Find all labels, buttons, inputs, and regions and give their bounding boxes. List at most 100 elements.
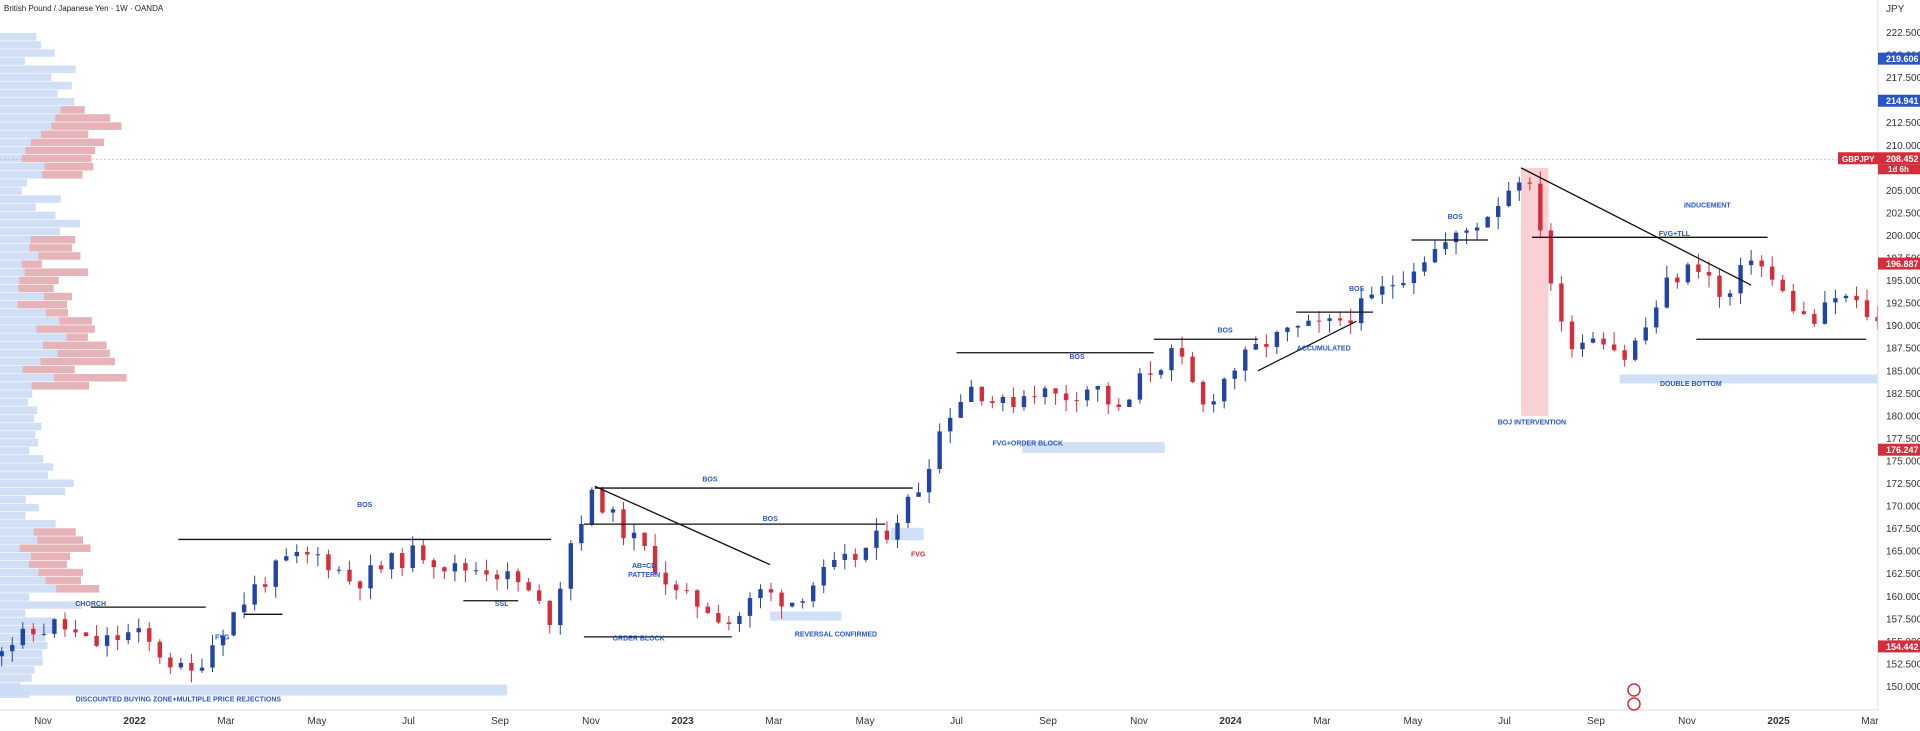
volume-profile-bar-up xyxy=(0,601,82,609)
level-price-badge xyxy=(1878,94,1920,107)
structure-line xyxy=(1257,320,1357,372)
x-tick-label: Mar xyxy=(1861,716,1879,727)
volume-profile-bar-up xyxy=(0,495,26,504)
candle-bullish xyxy=(1285,327,1290,332)
y-tick-label: 185.000 xyxy=(1886,366,1920,377)
volume-profile-bar-down xyxy=(57,349,110,358)
candle-bearish xyxy=(726,622,732,625)
candle-bullish xyxy=(1295,325,1301,328)
volume-profile-bar-up xyxy=(0,252,39,260)
volume-profile-bar-up xyxy=(0,162,45,171)
fvg-order-block-zone xyxy=(1022,442,1165,453)
candle-bullish xyxy=(631,532,637,539)
annotation-label: CHORCH xyxy=(75,601,106,608)
candle-bearish xyxy=(1148,373,1153,375)
candle-bullish xyxy=(1158,370,1164,375)
level-price-label: 214.941 xyxy=(1886,96,1919,106)
candle-bullish xyxy=(579,523,584,544)
y-tick-label: 175.000 xyxy=(1886,456,1920,467)
reversal-zone xyxy=(770,611,842,621)
candle-bearish xyxy=(1769,266,1775,280)
x-tick-label: Nov xyxy=(582,716,600,727)
candle-bullish xyxy=(937,431,942,469)
candle-bearish xyxy=(642,532,647,547)
current-price-badge xyxy=(1838,152,1920,165)
volume-profile-bar-up xyxy=(0,512,26,520)
candle-bullish xyxy=(1485,216,1490,228)
candle-bullish xyxy=(969,386,974,402)
volume-profile-bar-down xyxy=(54,374,127,382)
structure-line xyxy=(1520,167,1752,286)
volume-profile-bar-up xyxy=(0,447,30,455)
volume-profile-bar-up xyxy=(0,227,61,236)
candle-bearish xyxy=(1538,183,1543,231)
volume-profile-bar-down xyxy=(38,252,81,260)
candle-bearish xyxy=(695,590,700,607)
candle-bullish xyxy=(1306,320,1311,326)
volume-profile-bar-up xyxy=(0,544,20,552)
volume-profile-bar-up xyxy=(0,187,22,195)
volume-profile-bar-up xyxy=(0,122,52,130)
candle-bearish xyxy=(399,553,405,568)
candle-bearish xyxy=(62,619,68,630)
volume-profile-bar-up xyxy=(0,560,29,569)
y-tick-label: 200.000 xyxy=(1886,231,1920,242)
y-tick-label: 165.000 xyxy=(1886,547,1920,558)
candle-bearish xyxy=(1812,313,1817,324)
candle-bullish xyxy=(1495,206,1501,217)
volume-profile-bar-down xyxy=(56,585,100,593)
volume-profile-bar-up xyxy=(0,219,81,228)
volume-profile-bar-down xyxy=(21,154,92,163)
candle-bearish xyxy=(1780,279,1785,291)
candle-bullish xyxy=(863,547,869,560)
volume-profile-bar-down xyxy=(29,244,72,252)
candle-bearish xyxy=(1348,320,1353,324)
volume-profile-bar-up xyxy=(0,292,44,301)
y-tick-label: 192.500 xyxy=(1886,299,1920,310)
x-tick-label: Nov xyxy=(1678,716,1696,727)
volume-profile-bar-up xyxy=(0,390,33,398)
candle-bullish xyxy=(916,492,921,497)
volume-profile-bar-down xyxy=(37,536,84,544)
candle-bearish xyxy=(600,489,605,513)
volume-profile-bar-down xyxy=(42,341,107,350)
y-tick-label: 157.500 xyxy=(1886,614,1920,625)
chart-title: British Pound / Japanese Yen · 1W · OAND… xyxy=(4,4,164,13)
candle-bearish xyxy=(189,662,194,671)
candle-bullish xyxy=(284,556,289,561)
candle-bullish xyxy=(210,645,215,668)
volume-profile-bar-up xyxy=(0,309,46,317)
volume-profile-bar-up xyxy=(0,487,66,496)
annotation-label: FVG xyxy=(911,551,926,558)
candle-bullish xyxy=(231,612,236,636)
candle-bullish xyxy=(895,522,900,540)
x-tick-label: 2025 xyxy=(1767,716,1790,727)
candle-bearish xyxy=(1316,320,1322,322)
candle-bearish xyxy=(1675,277,1680,283)
volume-profile-bar-down xyxy=(19,276,59,285)
candle-bearish xyxy=(1053,388,1058,394)
annotation-label: BOS xyxy=(1069,354,1085,361)
volume-profile-bar-down xyxy=(19,544,91,552)
candle-bullish xyxy=(505,571,510,580)
candle-bearish xyxy=(515,571,521,583)
volume-profile-bar-up xyxy=(0,471,49,479)
candle-bearish xyxy=(1337,318,1343,321)
level-price-badge xyxy=(1878,443,1920,456)
candle-bullish xyxy=(315,554,321,556)
volume-profile-bar-down xyxy=(60,106,85,114)
candle-bearish xyxy=(357,581,363,589)
volume-profile-bar-up xyxy=(0,593,30,601)
y-tick-label: 160.000 xyxy=(1886,592,1920,603)
candle-bearish xyxy=(979,386,985,402)
candle-bullish xyxy=(273,560,278,587)
candle-bullish xyxy=(1453,232,1459,243)
candle-bearish xyxy=(779,592,784,607)
candle-bullish xyxy=(1232,370,1237,379)
candle-bearish xyxy=(1791,290,1796,312)
volume-profile-bar-up xyxy=(0,81,72,90)
volume-profile-bar-up xyxy=(0,414,35,423)
annotation-label: BOS xyxy=(1349,286,1365,293)
annotation-label: BOS xyxy=(702,477,718,484)
